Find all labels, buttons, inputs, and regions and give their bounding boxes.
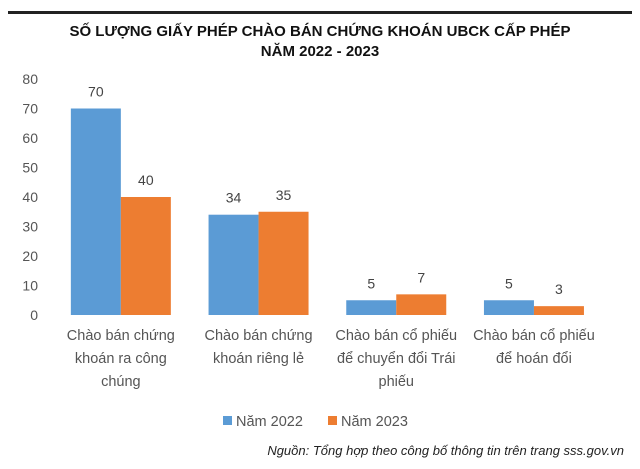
data-label: 5 xyxy=(367,275,375,291)
y-axis: 0 10 20 30 40 50 60 70 80 xyxy=(22,71,38,323)
category-label: để hoán đổi xyxy=(496,351,572,367)
legend-swatch xyxy=(328,416,337,425)
y-tick-label: 20 xyxy=(22,248,38,264)
y-tick-label: 40 xyxy=(22,189,38,205)
category-label: khoán ra công xyxy=(75,351,167,367)
data-label: 35 xyxy=(276,187,292,203)
category-label: Chào bán chứng xyxy=(205,328,313,344)
y-tick-label: 80 xyxy=(22,71,38,87)
top-rule xyxy=(8,11,632,14)
y-tick-label: 0 xyxy=(30,307,38,323)
category-label: Chào bán cổ phiếu xyxy=(335,328,457,344)
data-label: 5 xyxy=(505,275,513,291)
x-axis: Chào bán chứng khoán ra công chúng Chào bán… xyxy=(67,328,595,390)
category-label: Chào bán cổ phiếu xyxy=(473,328,595,344)
source-note: Nguồn: Tổng hợp theo công bố thông tin t… xyxy=(267,443,624,458)
category-label: khoán riêng lẻ xyxy=(213,351,304,367)
data-label: 3 xyxy=(555,281,563,297)
bar xyxy=(396,294,447,315)
bar xyxy=(258,211,309,315)
category-label: chúng xyxy=(101,374,141,390)
legend-label: Năm 2023 xyxy=(341,414,408,430)
category-label: để chuyển đổi Trái xyxy=(337,351,456,367)
data-label: 34 xyxy=(226,190,242,206)
bar xyxy=(533,306,584,315)
category-label: phiếu xyxy=(379,374,414,390)
bar xyxy=(483,300,534,315)
legend: Năm 2022 Năm 2023 xyxy=(223,414,408,430)
chart-title-line-2: NĂM 2022 - 2023 xyxy=(261,43,379,60)
bar xyxy=(346,300,397,315)
category-label: Chào bán chứng xyxy=(67,328,175,344)
y-tick-label: 10 xyxy=(22,278,38,294)
y-tick-label: 60 xyxy=(22,130,38,146)
legend-label: Năm 2022 xyxy=(236,414,303,430)
data-label: 70 xyxy=(88,84,104,100)
bar xyxy=(208,214,259,315)
data-label: 40 xyxy=(138,172,154,188)
y-tick-label: 30 xyxy=(22,219,38,235)
y-tick-label: 70 xyxy=(22,101,38,117)
chart-title-line-1: SỐ LƯỢNG GIẤY PHÉP CHÀO BÁN CHỨNG KHOÁN … xyxy=(69,22,570,40)
bars: 70 40 34 35 5 7 5 3 xyxy=(70,84,584,315)
bar xyxy=(120,197,171,315)
data-label: 7 xyxy=(417,269,425,285)
legend-swatch xyxy=(223,416,232,425)
y-tick-label: 50 xyxy=(22,160,38,176)
bar xyxy=(70,108,121,315)
